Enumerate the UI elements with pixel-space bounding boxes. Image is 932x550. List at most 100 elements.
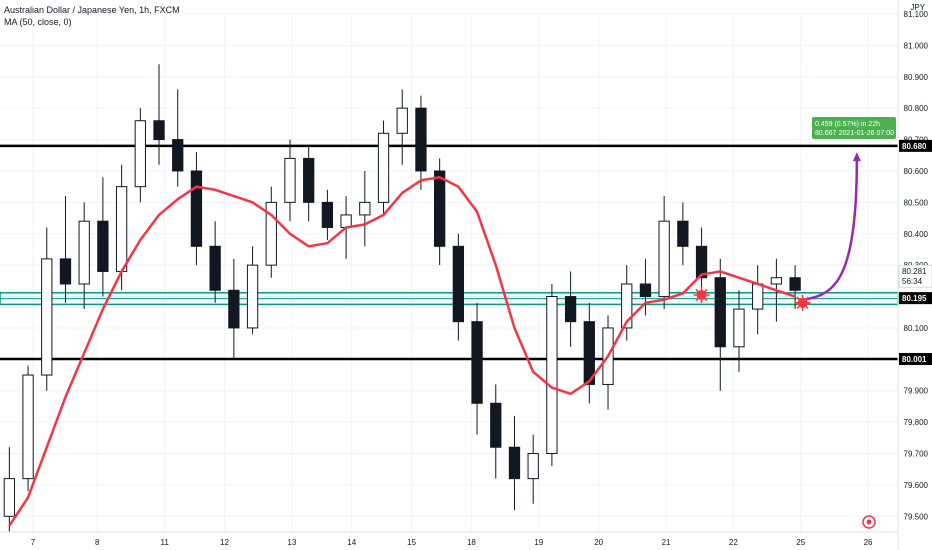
candle-body-16 (303, 157, 315, 203)
price-tick-2: 80.900 (904, 73, 929, 82)
last-price-tag: 80.281 (902, 267, 927, 276)
price-tick-14: 79.700 (904, 450, 929, 459)
misc-overlay (862, 515, 876, 529)
measure-annotation: 0.459 (0.57%) in 22h 80.667 2021-01-26 07:… (812, 117, 896, 139)
candle-body-14 (265, 201, 277, 266)
candle-body-27 (508, 446, 521, 480)
time-tick-0: 7 (31, 538, 36, 547)
candle-body-1 (22, 374, 34, 480)
candle-body-34 (639, 283, 652, 298)
time-tick-3: 12 (220, 538, 229, 547)
projection-arrow[interactable] (804, 152, 861, 301)
signal-marker-ray-0-3 (695, 294, 703, 302)
candle-body-29 (546, 296, 558, 455)
annotation-time: 2021-01-26 07:00 (839, 130, 894, 137)
candle-body-3 (59, 258, 72, 285)
price-tick-12: 79.900 (904, 387, 929, 396)
candle-body-10 (190, 170, 203, 247)
candle-body-13 (246, 264, 259, 329)
time-tick-6: 15 (407, 538, 416, 547)
candle-body-0 (3, 478, 15, 517)
candle-body-31 (583, 321, 595, 385)
candle-body-8 (153, 120, 165, 141)
candle-body-23 (434, 170, 446, 247)
candle-body-11 (209, 245, 221, 291)
candle-body-28 (527, 453, 539, 480)
signal-marker-ray-0-7 (701, 288, 708, 296)
projection-arrowhead (852, 152, 861, 162)
time-tick-2: 11 (160, 538, 169, 547)
time-tick-11: 22 (729, 538, 738, 547)
projection-curve (804, 160, 859, 301)
price-tag-1-bg (899, 353, 932, 366)
price-tick-5: 80.600 (904, 167, 929, 176)
candle-body-40 (752, 283, 764, 310)
signal-marker-ray-1-5 (796, 296, 804, 304)
candlesticks (3, 64, 801, 532)
moving-average-line (8, 175, 796, 527)
signal-marker-ray-1-1 (802, 302, 809, 310)
record-icon (862, 515, 876, 529)
candle-body-26 (490, 402, 502, 448)
signal-marker-ray-0-5 (695, 288, 703, 296)
candle-body-36 (677, 220, 689, 247)
candle-body-37 (695, 245, 708, 279)
signal-marker-ray-1-3 (796, 302, 804, 310)
price-tick-1: 81.000 (904, 41, 929, 50)
candle-body-4 (78, 220, 90, 285)
candle-body-15 (284, 157, 296, 203)
candle-body-41 (770, 277, 783, 285)
horizontal-lines[interactable] (0, 144, 898, 361)
price-tick-13: 79.800 (904, 418, 929, 427)
candle-body-33 (621, 283, 633, 329)
signal-markers (693, 286, 811, 311)
time-tick-5: 14 (347, 538, 356, 547)
candle-body-5 (97, 220, 109, 272)
time-tick-12: 25 (796, 538, 805, 547)
candle-body-7 (134, 120, 146, 188)
candle-body-35 (658, 220, 670, 298)
ma-50-line (8, 175, 796, 527)
price-tick-15: 79.600 (904, 481, 929, 490)
time-tick-9: 20 (594, 538, 603, 547)
price-tick-6: 80.500 (904, 198, 929, 207)
annotation-main: 0.459 (0.57%) in 22h (815, 121, 880, 128)
candle-body-39 (733, 308, 745, 348)
price-tag-1: 80.001 (902, 355, 927, 364)
candle-body-21 (396, 107, 408, 134)
zone-price-tag-bg (899, 292, 932, 305)
candle-body-38 (714, 277, 726, 348)
indicator-legend: MA (50, close, 0) (4, 17, 72, 27)
chart-grid (0, 13, 898, 532)
candle-body-20 (377, 132, 390, 203)
time-axis[interactable]: 7 8 11 12 13 14 15 18 19 20 21 22 25 26 (0, 531, 898, 547)
signal-marker-ray-0-1 (701, 294, 708, 302)
time-tick-13: 26 (864, 538, 873, 547)
zone-price-tag: 80.195 (902, 294, 927, 303)
candle-body-6 (115, 186, 128, 272)
candle-body-12 (228, 289, 240, 329)
symbol-title: Australian Dollar / Japanese Yen, 1h, FX… (4, 5, 180, 15)
time-tick-1: 8 (95, 538, 100, 547)
candle-body-42 (789, 277, 801, 291)
candle-body-30 (564, 296, 577, 323)
candle-body-2 (41, 258, 53, 376)
price-tick-10: 80.100 (904, 324, 929, 333)
price-tag-0-bg (899, 139, 932, 152)
price-tick-0: 81.100 (904, 10, 929, 19)
annotation-price: 80.667 (815, 130, 837, 137)
time-tick-10: 21 (662, 538, 671, 547)
countdown-tag: 56:34 (902, 277, 923, 286)
candle-body-22 (415, 107, 427, 172)
signal-marker-ray-1-7 (802, 296, 809, 304)
last-price-tag-bg (898, 264, 932, 288)
candle-body-19 (359, 201, 371, 216)
candle-body-24 (452, 245, 464, 323)
price-axis[interactable]: JPY81.10081.00080.90080.80080.70080.6008… (897, 0, 932, 550)
price-tick-7: 80.400 (904, 230, 929, 239)
annotation-box (812, 117, 896, 139)
currency-label: JPY (910, 3, 925, 12)
record-icon-dot (866, 519, 872, 525)
time-tick-4: 13 (287, 538, 296, 547)
